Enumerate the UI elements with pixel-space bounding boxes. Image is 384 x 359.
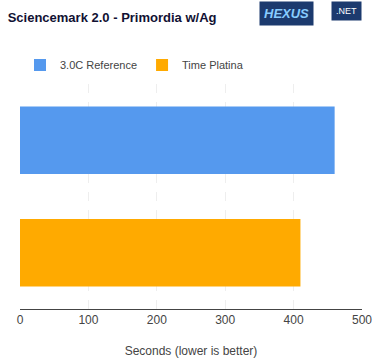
svg-text:0: 0 <box>17 313 24 327</box>
svg-text:400: 400 <box>284 313 304 327</box>
svg-text:3.0C Reference: 3.0C Reference <box>60 59 137 71</box>
svg-text:200: 200 <box>147 313 167 327</box>
svg-text:Seconds (lower is better): Seconds (lower is better) <box>125 344 258 358</box>
svg-text:Sciencemark 2.0 - Primordia w/: Sciencemark 2.0 - Primordia w/Ag <box>8 10 217 25</box>
svg-text:Time Platina: Time Platina <box>182 59 244 71</box>
svg-text:HEXUS: HEXUS <box>264 6 309 21</box>
svg-text:300: 300 <box>215 313 235 327</box>
svg-text:100: 100 <box>78 313 98 327</box>
svg-text:500: 500 <box>352 313 372 327</box>
svg-text:.NET: .NET <box>336 6 357 16</box>
